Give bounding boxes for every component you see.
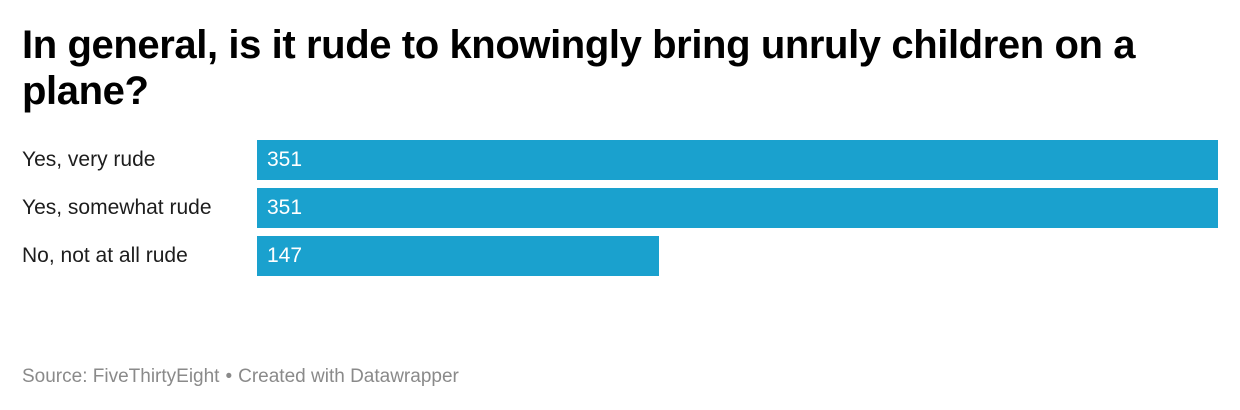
category-label: No, not at all rude	[22, 244, 188, 267]
bar	[257, 188, 1218, 228]
bar-value-label: 351	[267, 148, 303, 171]
bar	[257, 236, 659, 276]
source-credit: Source: FiveThirtyEight	[22, 366, 220, 387]
category-label: Yes, very rude	[22, 148, 156, 171]
bar	[257, 140, 1218, 180]
bar-value-label: 147	[267, 244, 303, 267]
datawrapper-credit: Created with Datawrapper	[238, 366, 459, 387]
chart-footer: Source: FiveThirtyEight • Created with Dat…	[22, 366, 459, 388]
category-label: Yes, somewhat rude	[22, 196, 212, 219]
bar-value-label: 351	[267, 196, 303, 219]
bar-chart: Yes, very rude 351 Yes, somewhat rude 351 No…	[0, 140, 1240, 280]
footer-separator: •	[225, 366, 233, 387]
chart-title: In general, is it rude to knowingly brin…	[22, 23, 1136, 113]
